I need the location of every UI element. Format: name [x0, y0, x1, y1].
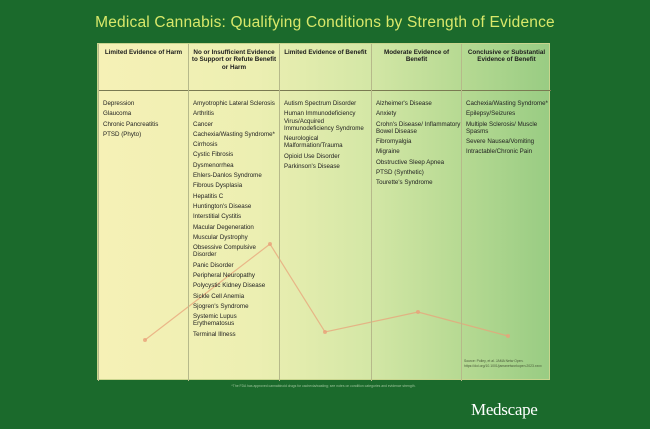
condition-item: Obsessive Compulsive Disorder — [193, 244, 256, 259]
condition-item: Severe Nausea/Vomiting — [466, 138, 535, 146]
column-header: Conclusive or Substantial Evidence of Be… — [462, 44, 551, 91]
column-items: Amyotrophic Lateral Sclerosis Arthritis … — [189, 91, 279, 338]
trend-line — [143, 242, 510, 342]
condition-item: Tourette's Syndrome — [376, 179, 433, 187]
condition-item: Multiple Sclerosis/ Muscle Spasms — [466, 120, 538, 135]
condition-item: Huntington's Disease — [193, 202, 252, 210]
evidence-table: Limited Evidence of Harm Depression Glau… — [97, 43, 551, 381]
medscape-logo: Medscape — [471, 400, 538, 419]
condition-item: Terminal Illness — [193, 330, 236, 338]
condition-item: Human Immunodeficiency Virus/Acquired Im… — [284, 110, 364, 132]
condition-item: Glaucoma — [103, 110, 132, 118]
condition-item: Epilepsy/Seizures — [466, 110, 516, 118]
condition-item: Sjogren's Syndrome — [193, 302, 249, 310]
column-conclusive-benefit: Conclusive or Substantial Evidence of Be… — [461, 44, 551, 381]
condition-item: Migraine — [376, 148, 400, 156]
condition-item: Intractable/Chronic Pain — [466, 148, 533, 156]
condition-item: Obstructive Sleep Apnea — [376, 158, 445, 166]
condition-item: Sickle Cell Anemia — [193, 292, 245, 300]
column-limited-benefit: Limited Evidence of Benefit Autism Spect… — [279, 44, 371, 381]
condition-item: Cancer — [193, 120, 213, 128]
source-citation: Source: Polley, et al. JAMA Netw Open. h… — [464, 359, 542, 368]
condition-item: Arthritis — [193, 110, 214, 118]
condition-item: Cachexia/Wasting Syndrome* — [193, 130, 275, 138]
condition-item: Depression — [103, 100, 135, 107]
condition-item: PTSD (Phyto) — [103, 130, 142, 138]
condition-item: Dysmenorrhea — [193, 161, 234, 169]
condition-item: Peripheral Neuropathy — [193, 271, 255, 279]
condition-item: Cachexia/Wasting Syndrome* — [466, 100, 548, 107]
column-moderate-benefit: Moderate Evidence of Benefit Alzheimer's… — [371, 44, 461, 381]
condition-item: Panic Disorder — [193, 261, 234, 269]
condition-item: Fibrous Dysplasia — [193, 182, 243, 190]
page-title: Medical Cannabis: Qualifying Conditions … — [95, 14, 555, 31]
condition-item: Interstitial Cystitis — [193, 213, 242, 221]
condition-item: Anxiety — [376, 110, 397, 118]
footnote: *The FDA has approved cannabinoid drugs … — [231, 384, 416, 388]
column-header: No or Insufficient Evidence to Support o… — [189, 44, 279, 91]
condition-item: Ehlers-Danlos Syndrome — [193, 172, 262, 180]
condition-item: Neurological Malformation/Trauma — [284, 135, 343, 150]
column-items: Autism Spectrum Disorder Human Immunodef… — [280, 91, 371, 170]
condition-item: Opioid Use Disorder — [284, 152, 340, 160]
condition-item: Cirrhosis — [193, 141, 218, 149]
condition-item: Systemic Lupus Erythematosus — [193, 313, 237, 328]
column-header: Moderate Evidence of Benefit — [372, 44, 461, 91]
condition-item: Parkinson's Disease — [284, 162, 340, 170]
condition-item: Fibromyalgia — [376, 138, 412, 146]
column-header: Limited Evidence of Harm — [99, 44, 188, 91]
column-header: Limited Evidence of Benefit — [280, 44, 371, 91]
column-items: Depression Glaucoma Chronic Pancreatitis… — [99, 91, 188, 138]
condition-item: Polycystic Kidney Disease — [193, 282, 266, 290]
column-items: Cachexia/Wasting Syndrome* Epilepsy/Seiz… — [462, 91, 551, 156]
condition-item: Macular Degeneration — [193, 223, 254, 231]
condition-item: Hepatitis C — [193, 192, 224, 200]
condition-item: Crohn's Disease/ Inflammatory Bowel Dise… — [376, 120, 461, 135]
condition-item: Alzheimer's Disease — [376, 100, 432, 107]
condition-item: Amyotrophic Lateral Sclerosis — [193, 100, 275, 107]
column-limited-harm: Limited Evidence of Harm Depression Glau… — [98, 44, 188, 381]
condition-item: Cystic Fibrosis — [193, 151, 234, 159]
column-items: Alzheimer's Disease Anxiety Crohn's Dise… — [372, 91, 461, 186]
column-insufficient-evidence: No or Insufficient Evidence to Support o… — [188, 44, 279, 381]
condition-item: Autism Spectrum Disorder — [284, 100, 357, 107]
condition-item: Chronic Pancreatitis — [103, 120, 159, 128]
condition-item: PTSD (Synthetic) — [376, 168, 424, 176]
condition-item: Muscular Dystrophy — [193, 233, 248, 241]
